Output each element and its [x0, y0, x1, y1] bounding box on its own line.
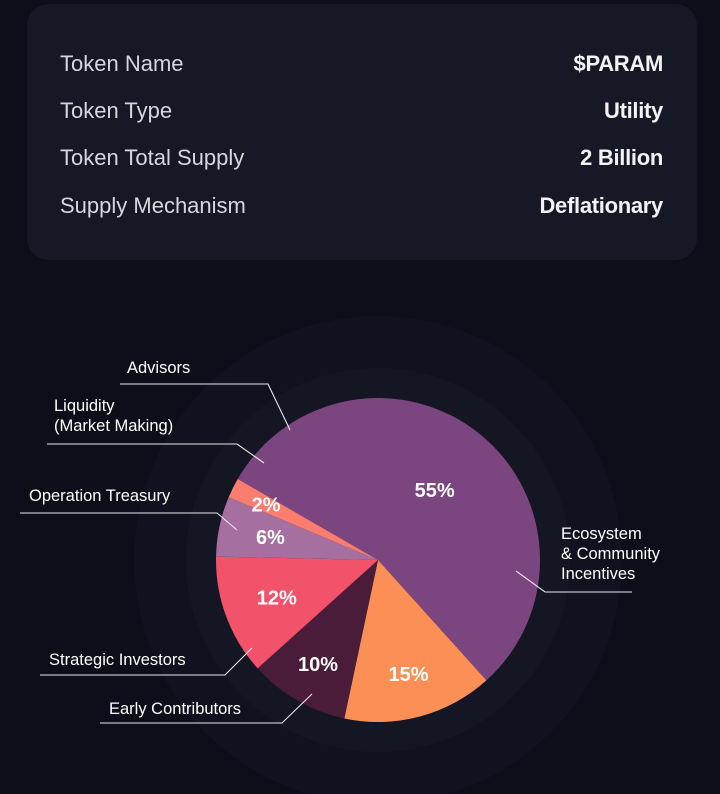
pie-slice-early-contributors [344, 560, 487, 722]
token-name-row: Token Name $PARAM [60, 47, 663, 81]
token-name-label: Token Name [60, 51, 184, 76]
supply-mechanism-value: Deflationary [539, 193, 663, 218]
callout-liquidity-market-making: Liquidity (Market Making) [54, 397, 174, 435]
token-supply-value: 2 Billion [580, 145, 663, 170]
pie-pct-label-ecosystem-community-incentives: 55% [415, 480, 455, 502]
supply-mechanism-row: Supply Mechanism Deflationary [60, 189, 663, 223]
pie-slice-advisors [228, 479, 378, 560]
leader-line-advisors [120, 383, 291, 431]
token-type-row: Token Type Utility [60, 94, 663, 128]
token-info-card: Token Name $PARAM Token Type Utility Tok… [27, 4, 697, 260]
leader-line-early-contributors [100, 693, 313, 724]
leader-line-ecosystem-community-incentives [515, 570, 632, 593]
leader-line-liquidity-market-making [47, 443, 265, 464]
token-name-value: $PARAM [573, 51, 664, 76]
pie-slice-strategic-investors [257, 560, 378, 719]
pie-slice-liquidity-market-making [216, 497, 378, 560]
leader-line-strategic-investors [40, 647, 253, 676]
pie-pct-label-early-contributors: 15% [389, 664, 429, 686]
token-type-value: Utility [603, 98, 663, 123]
token-supply-row: Token Total Supply 2 Billion [60, 141, 663, 175]
callout-ecosystem-community-incentives: Ecosystem & Community Incentives [561, 525, 661, 583]
pie-pct-label-advisors: 2% [252, 494, 281, 516]
leader-line-operation-treasury [20, 512, 238, 531]
pie-pct-label-liquidity-market-making: 6% [256, 527, 285, 549]
callout-operation-treasury: Operation Treasury [29, 487, 171, 505]
pie-slice-operation-treasury [216, 556, 378, 669]
token-supply-label: Token Total Supply [60, 145, 245, 170]
pie-pct-label-strategic-investors: 10% [298, 654, 338, 676]
callout-early-contributors: Early Contributors [109, 700, 242, 718]
callout-advisors: Advisors [127, 359, 191, 377]
callout-strategic-investors: Strategic Investors [49, 651, 186, 669]
supply-mechanism-label: Supply Mechanism [60, 193, 246, 218]
pie-slice-ecosystem-community-incentives [237, 397, 540, 681]
pie-pct-label-operation-treasury: 12% [257, 588, 297, 610]
token-type-label: Token Type [60, 98, 173, 123]
